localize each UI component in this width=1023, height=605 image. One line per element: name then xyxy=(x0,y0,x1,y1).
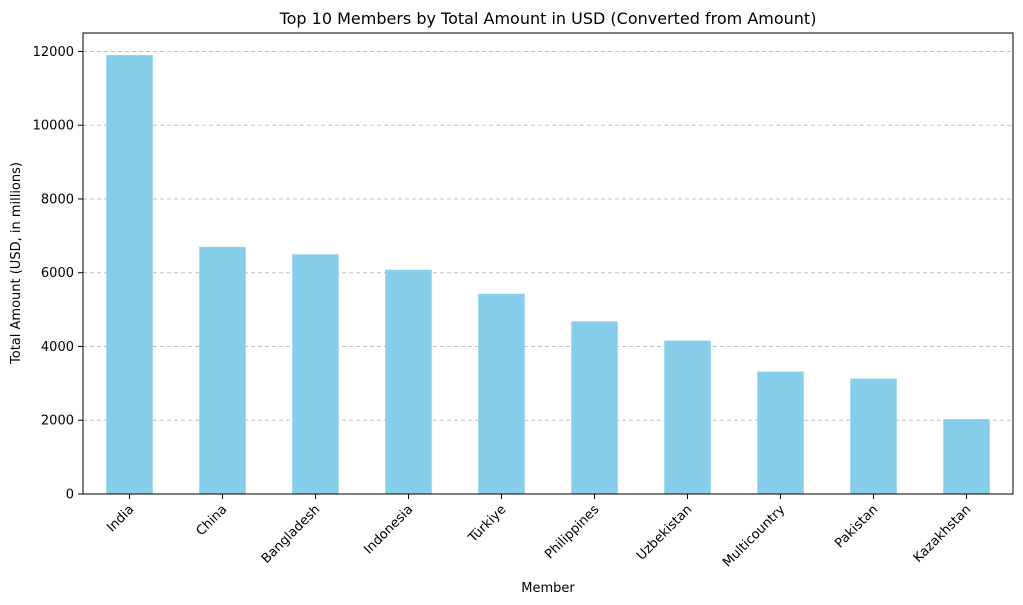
chart-title: Top 10 Members by Total Amount in USD (C… xyxy=(279,9,817,28)
x-tick-label: Türkiye xyxy=(465,502,509,546)
bar xyxy=(664,340,711,494)
y-axis: 0 2000 4000 6000 8000 10000 12000 xyxy=(33,45,83,503)
y-tick-label: 0 xyxy=(66,488,74,503)
y-tick-label: 12000 xyxy=(33,45,74,60)
x-axis: India China Bangladesh Indonesia Türkiye Phil… xyxy=(104,494,974,570)
bar xyxy=(478,293,525,494)
bar xyxy=(757,371,804,494)
y-tick-label: 4000 xyxy=(41,340,74,355)
y-tick-label: 10000 xyxy=(33,119,74,134)
x-tick-label: Multicountry xyxy=(720,502,788,570)
x-tick-label: India xyxy=(104,502,137,535)
y-tick-label: 2000 xyxy=(41,414,74,429)
x-tick-label: Indonesia xyxy=(361,502,416,557)
y-axis-label: Total Amount (USD, in millions) xyxy=(9,162,24,365)
x-tick-label: China xyxy=(193,502,230,539)
y-tick-label: 8000 xyxy=(41,192,74,207)
bar xyxy=(292,254,339,494)
bar xyxy=(385,269,432,494)
bar xyxy=(106,55,153,495)
bar xyxy=(199,246,246,494)
x-tick-label: Philippines xyxy=(542,502,602,562)
x-tick-label: Bangladesh xyxy=(259,502,324,567)
x-tick-label: Uzbekistan xyxy=(634,502,695,563)
x-tick-label: Pakistan xyxy=(832,502,881,551)
bars xyxy=(106,55,990,495)
bar xyxy=(850,378,897,494)
plot-frame xyxy=(82,32,1014,495)
y-tick-label: 6000 xyxy=(41,266,74,281)
bar xyxy=(571,321,618,494)
bar xyxy=(943,419,990,494)
x-axis-label: Member xyxy=(521,581,575,596)
x-tick-label: Kazakhstan xyxy=(911,502,975,566)
